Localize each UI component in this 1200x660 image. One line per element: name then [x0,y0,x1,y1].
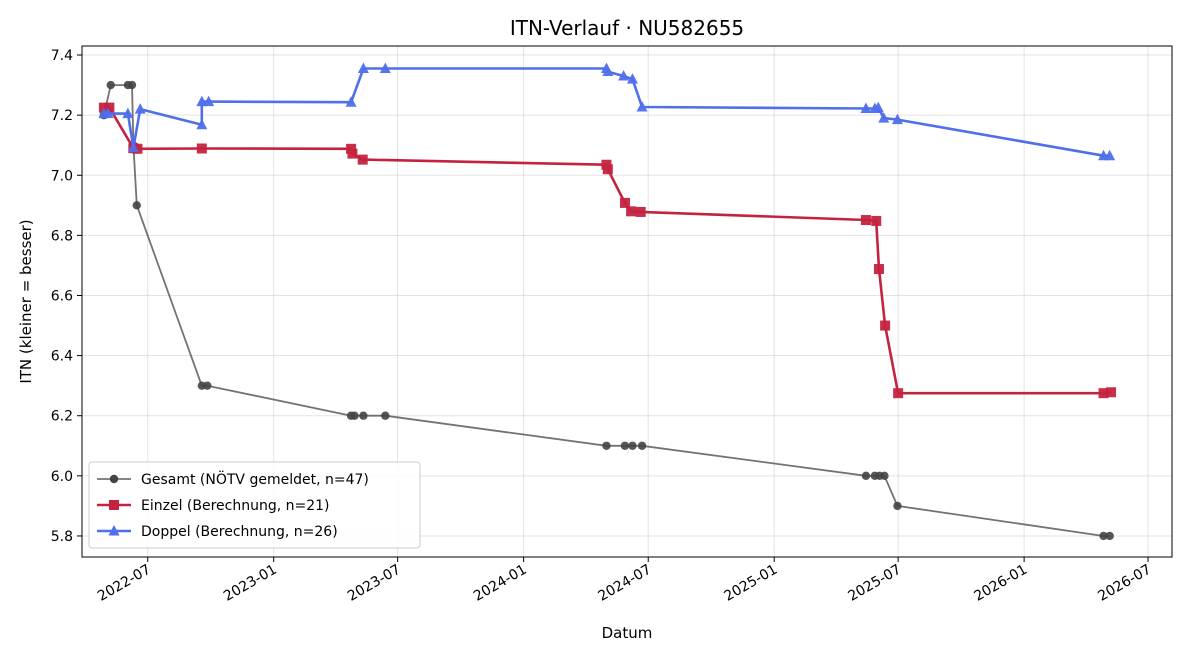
legend-items: Gesamt (NÖTV gemeldet, n=47) Einzel (Bere… [97,470,369,540]
series-line [103,67,1110,157]
plot-frame [81,45,1173,558]
data-point [873,264,884,275]
data-point [880,320,891,331]
data-point [106,80,115,90]
data-point [98,102,109,113]
x-tick-label: 2025-01 [722,562,781,605]
legend-label: Einzel (Berechnung, n=21) [141,498,330,514]
legend-item: Doppel (Berechnung, n=26) [97,524,338,540]
data-point [620,441,630,450]
data-point [127,80,137,90]
legend-item: Gesamt (NÖTV gemeldet, n=47) [97,470,369,488]
data-point [893,501,902,511]
data-point [637,441,647,450]
x-tick-label: 2023-07 [345,562,404,605]
series-2 [98,102,1117,399]
x-tick-label: 2024-01 [471,562,530,605]
data-point [871,215,882,226]
data-point [860,215,871,226]
data-point [132,201,141,210]
data-point [636,101,648,112]
data-point [359,411,368,420]
data-point [203,381,212,390]
data-point [602,65,614,77]
x-tick-label: 2025-07 [845,562,904,605]
x-tick-label: 2024-07 [596,562,655,605]
series-layer [98,62,1117,541]
data-point [878,112,890,123]
data-point [379,62,391,74]
series-3 [98,62,1116,161]
data-point [104,102,115,113]
data-point [618,70,630,81]
x-tick-label: 2026-01 [971,562,1030,605]
x-tick-label: 2022-07 [95,562,154,605]
chart-title: ITN-Verlauf · NU582655 [510,16,744,40]
data-point [347,148,358,159]
data-point [134,103,146,114]
data-point [1098,388,1109,399]
data-point [345,96,357,107]
series-line [103,106,1112,395]
x-axis-label: Datum [602,624,653,642]
y-tick-label: 7.0 [51,168,73,184]
data-point [861,471,871,481]
data-point [893,388,904,399]
data-point [102,107,114,119]
data-point [203,95,215,107]
data-point [619,197,630,208]
data-point [1104,149,1116,161]
y-axis-label: ITN (kleiner = besser) [17,219,35,383]
data-point [350,411,359,420]
legend: Gesamt (NÖTV gemeldet, n=47) Einzel (Bere… [88,461,421,549]
data-point [626,73,638,84]
data-point [1105,531,1114,541]
legend-label: Doppel (Berechnung, n=26) [141,524,338,540]
x-tick-label: 2026-07 [1095,562,1154,605]
data-point [880,471,889,481]
data-point [872,101,884,113]
data-point [1106,387,1117,398]
data-point [357,154,368,165]
data-point [357,62,369,74]
grid-layer [82,46,1172,557]
data-point [127,141,139,153]
y-tick-label: 6.2 [51,409,73,425]
y-tick-label: 7.2 [51,108,73,124]
legend-label: Gesamt (NÖTV gemeldet, n=47) [141,470,369,488]
y-tick-label: 7.4 [51,48,73,64]
x-tick-label: 2023-01 [221,562,280,605]
y-tick-label: 6.6 [51,288,73,304]
legend-item: Einzel (Berechnung, n=21) [97,498,330,514]
series-1 [99,80,1114,541]
y-tick-label: 6.4 [51,349,73,365]
legend-box [88,461,421,549]
legend-marker [109,474,119,484]
data-point [628,441,637,450]
data-point [635,206,646,217]
y-tick-label: 5.8 [51,529,73,545]
legend-marker [108,525,120,536]
data-point [602,441,611,450]
data-point [1099,531,1108,541]
data-point [381,411,390,420]
y-tick-label: 6.0 [51,469,73,485]
data-point [122,107,134,119]
data-point [626,206,637,217]
data-point [196,143,207,154]
data-point [132,143,143,154]
data-point [602,164,613,175]
data-point [891,113,903,125]
data-point [860,102,872,114]
y-tick-label: 6.8 [51,228,73,244]
legend-marker [109,500,119,510]
data-point [196,118,208,130]
